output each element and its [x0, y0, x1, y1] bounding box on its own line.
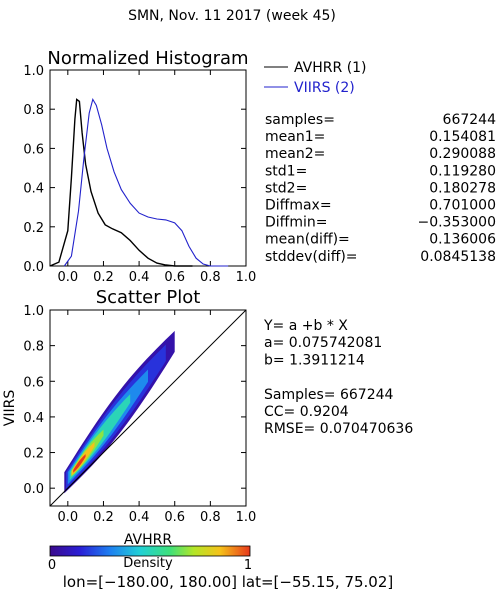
density-colorbar: 0 Density 1 [48, 545, 252, 573]
scatter-y-tick-label: 0.4 [23, 411, 44, 426]
histogram-y-tick-label: 0.8 [23, 103, 44, 118]
scatter-y-tick-label: 0.0 [23, 482, 44, 497]
histogram-legend: AVHRR (1) VIIRS (2) [264, 60, 367, 96]
scatter-y-tick-label: 0.2 [23, 447, 44, 462]
scatter-x-tick-label: 0.8 [200, 510, 221, 525]
scatter-x-tick-label: 0.6 [164, 510, 185, 525]
histogram-series [49, 97, 229, 267]
colorbar-gradient [49, 545, 251, 557]
stat-label: Diffmin= [265, 215, 327, 231]
histogram-x-axis: 0.0 0.2 0.4 0.6 0.8 1.0 [57, 70, 256, 285]
colorbar-label: Density [123, 556, 173, 571]
histogram-y-tick-label: 0.4 [23, 182, 44, 197]
scatter-x-tick-label: 0.0 [57, 510, 78, 525]
scatter-panel: Scatter Plot 0.00.20.40.60.81.0 0.0 0.2 0.… [2, 287, 256, 548]
stat-label: mean(diff)= [265, 232, 350, 248]
fit-line: b= 1.3911214 [264, 352, 365, 368]
stat-label: std1= [265, 163, 307, 179]
page-title: SMN, Nov. 11 2017 (week 45) [128, 8, 336, 24]
scatter-x-tick-label: 0.2 [93, 510, 114, 525]
histogram-stats: samples= 667244 mean1= 0.154081 mean2= 0.2900… [265, 112, 496, 265]
stat-value: 0.701000 [429, 198, 496, 214]
stat-value: 0.180278 [429, 180, 496, 196]
stat-label: mean2= [265, 146, 325, 162]
scatter-x-tick-label: 1.0 [236, 510, 257, 525]
stat-label: Diffmax= [265, 198, 332, 214]
scatter-y-label: VIIRS [2, 390, 18, 427]
scatter-title: Scatter Plot [96, 287, 201, 308]
histogram-x-tick-label: 1.0 [236, 270, 257, 285]
fit-line: Samples= 667244 [264, 387, 394, 403]
colorbar-min-label: 0 [48, 558, 56, 573]
stat-value: 0.119280 [429, 163, 496, 179]
scatter-x-tick-label: 0.4 [129, 510, 150, 525]
scatter-y-axis: 0.0 0.2 0.4 0.6 0.8 1.0 [23, 304, 246, 497]
scatter-y-tick-label: 1.0 [23, 304, 44, 319]
fit-line: Y= a +b * X [263, 318, 348, 334]
histogram-y-tick-label: 1.0 [23, 64, 44, 79]
histogram-panel: Normalized Histogram 0.00.20.40.60.81.0 … [23, 48, 256, 285]
stat-value: 0.290088 [429, 146, 496, 162]
scatter-frame [49, 309, 247, 507]
stat-label: stddev(diff)= [265, 249, 358, 265]
legend-viirs-label: VIIRS (2) [294, 80, 355, 96]
histogram-series-viirs [63, 97, 229, 267]
histogram-x-tick-label: 0.2 [93, 270, 114, 285]
histogram-x-tick-label: 0.6 [164, 270, 185, 285]
scatter-x-label: AVHRR [124, 532, 173, 548]
stat-value: 0.136006 [429, 232, 496, 248]
scatter-x-axis: 0.0 0.2 0.4 0.6 0.8 1.0 [57, 310, 256, 525]
histogram-frame [49, 69, 247, 267]
histogram-y-tick-label: 0.6 [23, 142, 44, 157]
one-to-one-line [49, 309, 247, 507]
stat-value: 667244 [443, 112, 497, 128]
colorbar-max-label: 1 [244, 558, 252, 573]
stat-value: −0.353000 [417, 215, 496, 231]
fit-line: CC= 0.9204 [264, 404, 349, 420]
stat-value: 0.154081 [429, 129, 496, 145]
stat-label: samples= [265, 112, 335, 128]
density-band [73, 454, 86, 473]
histogram-x-tick-label: 0.8 [200, 270, 221, 285]
fit-line: RMSE= 0.070470636 [264, 421, 413, 437]
scatter-density [64, 330, 175, 494]
histogram-y-tick-label: 0.2 [23, 221, 44, 236]
fit-line: a= 0.075742081 [264, 335, 382, 351]
legend-avhrr-label: AVHRR (1) [294, 60, 367, 76]
stat-value: 0.0845138 [420, 249, 496, 265]
histogram-x-tick-label: 0.4 [129, 270, 150, 285]
histogram-series-avhrr [49, 98, 193, 267]
histogram-y-tick-label: 0.0 [23, 260, 44, 275]
stat-label: std2= [265, 180, 307, 196]
histogram-y-axis: 0.0 0.2 0.4 0.6 0.8 1.0 [23, 64, 246, 275]
footer-range: lon=[−180.00, 180.00] lat=[−55.15, 75.02… [63, 573, 393, 591]
scatter-y-tick-label: 0.8 [23, 340, 44, 355]
scatter-y-tick-label: 0.6 [23, 375, 44, 390]
stat-label: mean1= [265, 129, 325, 145]
histogram-x-tick-label: 0.0 [57, 270, 78, 285]
histogram-title: Normalized Histogram [47, 48, 248, 69]
